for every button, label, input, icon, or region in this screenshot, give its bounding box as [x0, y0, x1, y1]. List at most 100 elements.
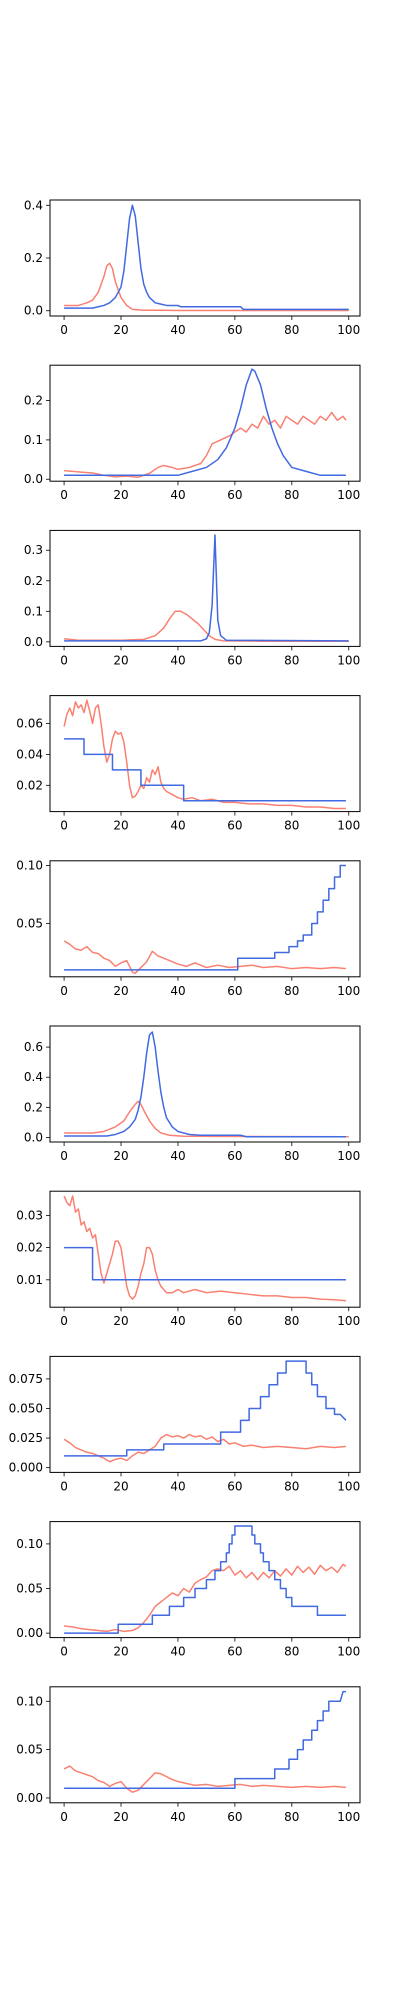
y-tick-label: 0.01 [16, 1273, 43, 1287]
series-line-2 [64, 864, 346, 971]
y-tick-label: 0.2 [24, 574, 43, 588]
series-line-1 [64, 262, 349, 312]
x-tick-label: 80 [284, 488, 299, 502]
x-tick-label: 100 [337, 984, 360, 998]
x-tick-label: 80 [284, 653, 299, 667]
series-line-2 [64, 1031, 346, 1138]
x-tick-label: 60 [227, 1645, 242, 1659]
y-tick-label: 0.00 [16, 1791, 43, 1805]
x-tick-label: 80 [284, 1314, 299, 1328]
x-tick-label: 40 [170, 323, 185, 337]
axes-frame [49, 695, 361, 813]
x-tick-label: 20 [113, 653, 128, 667]
subplot-5: 0 20 40 60 80 100 0.05 0.10 [16, 858, 361, 998]
y-tick-label: 0.4 [24, 1070, 43, 1084]
y-tick-label: 0.02 [16, 778, 43, 792]
x-tick-label: 40 [170, 1149, 185, 1163]
y-tick-label: 0.05 [16, 1582, 43, 1596]
series-line-1 [64, 1563, 347, 1633]
series-line-1 [64, 411, 347, 479]
y-tick-label: 0.075 [9, 1372, 43, 1386]
series-line-2 [64, 1525, 346, 1634]
x-tick-label: 100 [337, 653, 360, 667]
x-tick-label: 0 [60, 488, 68, 502]
subplot-10: 0 20 40 60 80 100 0.00 0.05 0.10 [16, 1686, 361, 1824]
series-line-1 [63, 1765, 346, 1793]
x-tick-label: 20 [113, 1149, 128, 1163]
x-tick-label: 80 [284, 1479, 299, 1493]
x-tick-label: 60 [227, 984, 242, 998]
x-tick-label: 100 [337, 1149, 360, 1163]
x-tick-label: 60 [227, 1479, 242, 1493]
x-tick-label: 100 [337, 819, 360, 833]
y-tick-label: 0.3 [24, 543, 43, 557]
subplot-6: 0 20 40 60 80 100 0.0 0.2 0.4 0.6 [24, 1025, 361, 1163]
x-tick-label: 40 [170, 819, 185, 833]
x-tick-label: 0 [60, 1479, 68, 1493]
x-tick-label: 20 [113, 1810, 128, 1824]
x-tick-label: 0 [60, 323, 68, 337]
x-tick-label: 0 [60, 653, 68, 667]
x-tick-label: 20 [113, 819, 128, 833]
y-tick-label: 0.025 [9, 1431, 43, 1445]
x-tick-label: 40 [170, 1645, 185, 1659]
x-tick-label: 20 [113, 1645, 128, 1659]
x-tick-label: 60 [227, 488, 242, 502]
x-tick-label: 80 [284, 1810, 299, 1824]
x-tick-label: 60 [227, 653, 242, 667]
x-tick-label: 100 [337, 488, 360, 502]
x-tick-label: 80 [284, 984, 299, 998]
x-tick-label: 20 [113, 323, 128, 337]
axes-frame [49, 860, 361, 978]
series-line-2 [64, 1690, 346, 1790]
x-tick-label: 60 [227, 1149, 242, 1163]
x-tick-label: 100 [337, 323, 360, 337]
x-tick-label: 80 [284, 1149, 299, 1163]
x-tick-label: 40 [170, 1314, 185, 1328]
x-tick-label: 0 [60, 1645, 68, 1659]
series-line-2 [64, 534, 349, 642]
subplot-9: 0 20 40 60 80 100 0.00 0.05 0.10 [16, 1521, 361, 1659]
subplot-7: 0 20 40 60 80 100 0.01 0.02 0.03 [16, 1190, 361, 1328]
y-tick-label: 0.10 [16, 858, 43, 872]
series-line-2 [64, 368, 346, 477]
x-tick-label: 60 [227, 1314, 242, 1328]
y-tick-label: 0.0 [24, 472, 43, 486]
x-tick-label: 60 [227, 323, 242, 337]
x-tick-label: 40 [170, 488, 185, 502]
series-line-1 [64, 610, 349, 642]
y-tick-label: 0.10 [16, 1537, 43, 1551]
subplot-4: 0 20 40 60 80 100 0.02 0.04 0.06 [16, 695, 361, 833]
y-tick-label: 0.02 [16, 1241, 43, 1255]
axes-frame [49, 1686, 361, 1804]
axes-frame [49, 1521, 361, 1639]
series-line-1 [63, 940, 346, 975]
subplot-8: 0 20 40 60 80 100 0.000 0.025 0.050 0.075 [9, 1355, 361, 1493]
y-tick-label: 0.05 [16, 1743, 43, 1757]
series-line-1 [64, 1100, 349, 1138]
x-tick-label: 60 [227, 819, 242, 833]
y-tick-label: 0.0 [24, 1130, 43, 1144]
x-tick-label: 100 [337, 1810, 360, 1824]
series-line-2 [64, 1360, 347, 1457]
y-tick-label: 0.04 [16, 747, 43, 761]
y-tick-label: 0.4 [24, 198, 43, 212]
x-tick-label: 20 [113, 984, 128, 998]
axes-frame [49, 1190, 361, 1308]
x-tick-label: 20 [113, 1479, 128, 1493]
x-tick-label: 0 [60, 1314, 68, 1328]
x-tick-label: 20 [113, 488, 128, 502]
subplot-3: 0 20 40 60 80 100 0.0 0.1 0.2 0.3 [24, 529, 361, 667]
x-tick-label: 100 [337, 1314, 360, 1328]
y-tick-label: 0.2 [24, 1100, 43, 1114]
y-tick-label: 0.2 [24, 251, 43, 265]
y-tick-label: 0.6 [24, 1040, 43, 1054]
x-tick-label: 100 [337, 1645, 360, 1659]
x-tick-label: 40 [170, 1810, 185, 1824]
series-line-1 [63, 699, 346, 810]
y-tick-label: 0.03 [16, 1208, 43, 1222]
x-tick-label: 0 [60, 1149, 68, 1163]
y-tick-label: 0.1 [24, 433, 43, 447]
y-tick-label: 0.0 [24, 635, 43, 649]
